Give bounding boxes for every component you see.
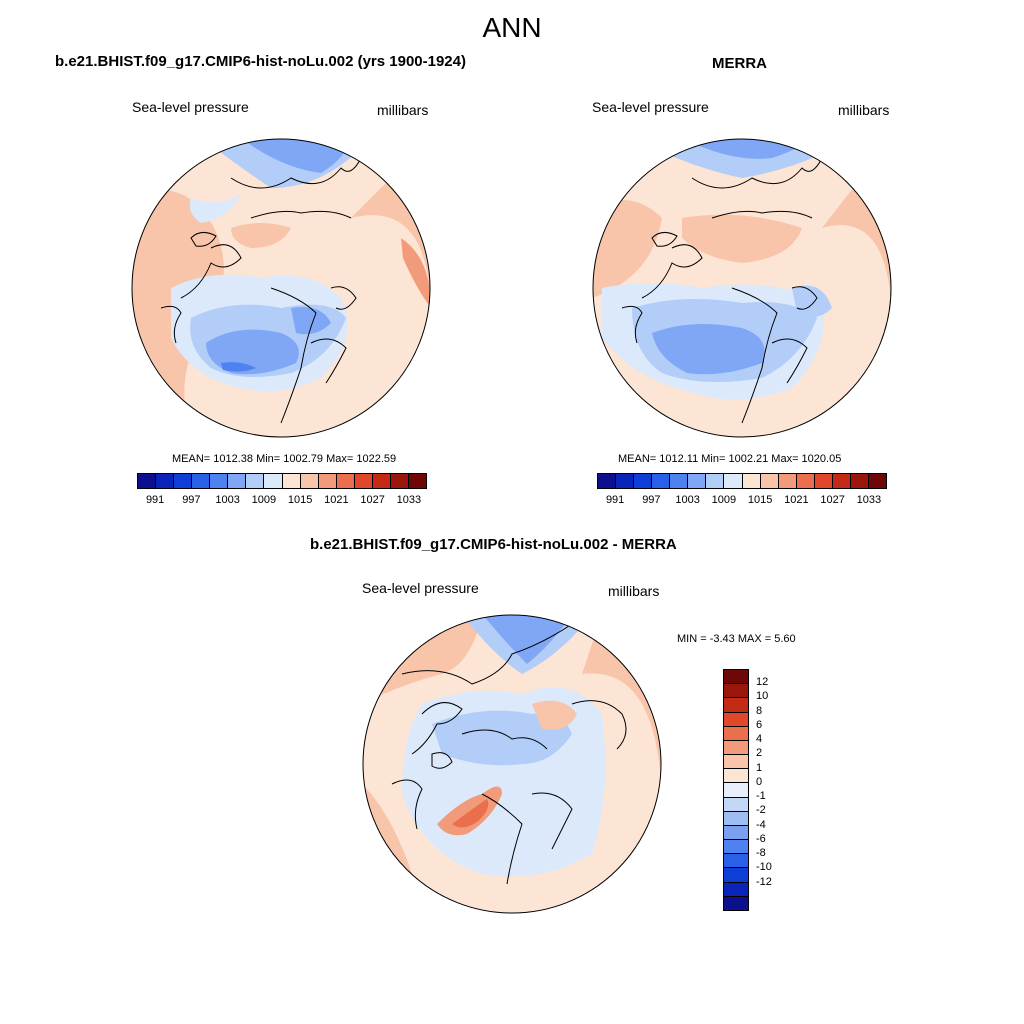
colorbar-cell: [832, 474, 851, 488]
colorbar-cell: [778, 474, 797, 488]
colorbar-cell: [138, 474, 157, 488]
colorbar-cell: [724, 825, 748, 841]
colorbar-cell: [796, 474, 815, 488]
colorbar-cell: [228, 474, 247, 488]
colorbar-tick-label: 1: [756, 761, 763, 774]
colorbar-cell: [724, 896, 748, 910]
colorbar-cell: [210, 474, 229, 488]
colorbar-cell: [318, 474, 337, 488]
colorbar-tick-label: 1033: [396, 494, 422, 506]
colorbar-tick-label: -12: [756, 875, 772, 888]
colorbar-cell: [724, 755, 748, 770]
colorbar-tick-label: -8: [756, 847, 766, 860]
colorbar-cell: [156, 474, 175, 488]
colorbar-cell: [724, 840, 748, 855]
colorbar-tick-label: 1021: [324, 494, 349, 506]
colorbar-tick-label: 1015: [287, 494, 313, 506]
colorbar-cell: [354, 474, 373, 488]
panel3-variable-label: Sea-level pressure: [362, 580, 479, 596]
panel1-variable-label: Sea-level pressure: [132, 99, 249, 115]
panel2-stats: MEAN= 1012.11 Min= 1002.21 Max= 1020.05: [618, 453, 842, 465]
colorbar-tick-label: 1027: [820, 494, 845, 506]
panel1-polar-map: [131, 138, 431, 438]
colorbar-cell: [724, 797, 748, 812]
colorbar-cell: [724, 474, 743, 488]
colorbar-tick-label: 2: [756, 747, 763, 760]
colorbar-tick-label: 1027: [360, 494, 385, 506]
panel2-colorbar: [597, 473, 887, 489]
colorbar-cell: [724, 670, 748, 685]
colorbar-tick-label: 0: [756, 775, 763, 788]
colorbar-cell: [192, 474, 211, 488]
colorbar-tick-label: 991: [145, 494, 165, 506]
colorbar-cell: [724, 698, 748, 713]
colorbar-tick-label: 6: [756, 718, 763, 731]
colorbar-cell: [724, 684, 748, 699]
figure-title: ANN: [482, 12, 542, 43]
colorbar-cell: [724, 769, 748, 784]
colorbar-tick-label: -6: [756, 832, 766, 845]
colorbar-tick-label: 12: [756, 676, 769, 689]
colorbar-cell: [616, 474, 635, 488]
panel2-title: MERRA: [712, 55, 767, 72]
colorbar-tick-label: -1: [756, 790, 766, 803]
colorbar-cell: [336, 474, 355, 488]
colorbar-cell: [724, 726, 748, 741]
colorbar-cell: [868, 474, 886, 488]
colorbar-cell: [390, 474, 409, 488]
colorbar-tick-label: 1009: [251, 494, 277, 506]
colorbar-tick-label: 1021: [784, 494, 809, 506]
colorbar-cell: [688, 474, 707, 488]
colorbar-cell: [670, 474, 689, 488]
colorbar-cell: [598, 474, 617, 488]
colorbar-tick-label: 1009: [711, 494, 737, 506]
panel1-units-label: millibars: [377, 102, 429, 118]
colorbar-tick-label: 1003: [215, 494, 240, 506]
colorbar-tick-label: 991: [605, 494, 625, 506]
colorbar-cell: [652, 474, 671, 488]
colorbar-cell: [724, 811, 748, 826]
colorbar-cell: [372, 474, 391, 488]
colorbar-cell: [246, 474, 265, 488]
colorbar-tick-label: -4: [756, 818, 766, 831]
colorbar-cell: [174, 474, 193, 488]
panel1-title: b.e21.BHIST.f09_g17.CMIP6-hist-noLu.002 …: [55, 53, 466, 70]
panel2-units-label: millibars: [838, 102, 890, 118]
colorbar-tick-label: 8: [756, 704, 763, 717]
colorbar-cell: [850, 474, 869, 488]
colorbar-cell: [724, 712, 748, 727]
panel3-title: b.e21.BHIST.f09_g17.CMIP6-hist-noLu.002 …: [310, 536, 677, 553]
colorbar-cell: [264, 474, 283, 488]
panel3-units-label: millibars: [608, 583, 660, 599]
panel1-stats: MEAN= 1012.38 Min= 1002.79 Max= 1022.59: [172, 453, 397, 465]
panel3-colorbar: [723, 669, 749, 911]
colorbar-tick-label: -2: [756, 804, 766, 817]
panel3-polar-map: [362, 614, 662, 914]
colorbar-cell: [814, 474, 833, 488]
colorbar-cell: [724, 740, 748, 756]
panel2-variable-label: Sea-level pressure: [592, 99, 709, 115]
colorbar-cell: [300, 474, 319, 488]
colorbar-cell: [724, 854, 748, 869]
colorbar-cell: [634, 474, 653, 488]
colorbar-cell: [408, 474, 426, 488]
panel3-stats: MIN = -3.43 MAX = 5.60: [677, 633, 796, 645]
colorbar-cell: [724, 783, 748, 798]
colorbar-tick-label: 1033: [856, 494, 882, 506]
colorbar-tick-label: -10: [756, 861, 772, 874]
colorbar-tick-label: 10: [756, 690, 769, 703]
colorbar-tick-label: 997: [182, 494, 201, 506]
colorbar-tick-label: 1015: [747, 494, 773, 506]
colorbar-cell: [724, 882, 748, 897]
colorbar-cell: [282, 474, 301, 488]
colorbar-cell: [760, 474, 779, 488]
colorbar-tick-label: 1003: [675, 494, 700, 506]
colorbar-cell: [742, 474, 761, 488]
colorbar-cell: [724, 868, 748, 883]
colorbar-tick-label: 997: [642, 494, 661, 506]
panel1-colorbar: [137, 473, 427, 489]
colorbar-tick-label: 4: [756, 733, 763, 746]
colorbar-cell: [706, 474, 725, 488]
panel2-polar-map: [592, 138, 892, 438]
